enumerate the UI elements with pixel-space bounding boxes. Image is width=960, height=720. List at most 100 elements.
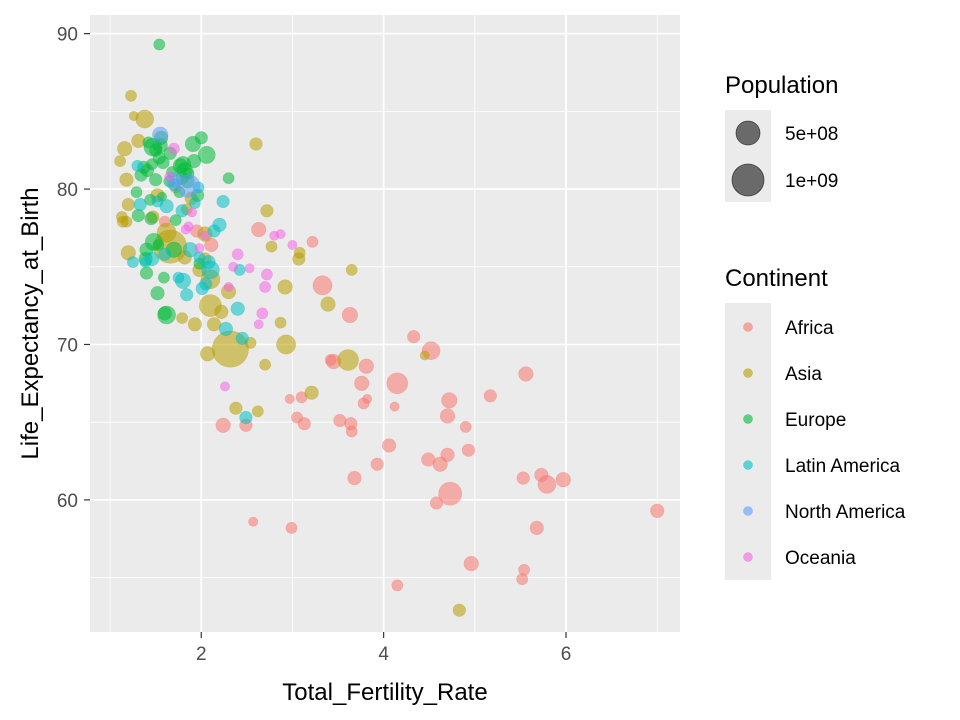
- color-legend-key: [743, 460, 753, 470]
- data-point: [207, 224, 221, 238]
- y-tick-label: 60: [57, 491, 78, 512]
- data-point: [117, 141, 133, 157]
- data-point: [150, 286, 165, 301]
- data-point: [180, 288, 194, 302]
- data-point: [142, 136, 155, 149]
- grid-minor: [90, 15, 680, 632]
- data-point: [555, 472, 571, 488]
- data-point: [169, 214, 182, 226]
- data-point: [320, 296, 336, 312]
- data-point: [341, 306, 359, 324]
- data-point: [358, 358, 374, 374]
- data-point: [249, 137, 263, 151]
- data-point: [153, 38, 166, 51]
- data-point: [260, 204, 274, 218]
- data-point: [463, 555, 479, 572]
- data-point: [256, 307, 269, 320]
- y-tick-label: 90: [57, 25, 78, 46]
- data-point: [197, 145, 216, 164]
- data-point: [439, 408, 456, 424]
- data-point: [131, 159, 144, 172]
- data-point: [139, 266, 154, 280]
- data-point: [529, 520, 544, 536]
- data-point: [269, 230, 280, 241]
- data-point: [144, 212, 158, 226]
- data-point: [116, 211, 128, 223]
- data-point: [292, 252, 306, 266]
- data-point: [157, 306, 172, 321]
- data-point: [180, 224, 191, 235]
- x-axis: 2 4 6: [196, 632, 571, 665]
- data-point: [333, 414, 347, 428]
- data-point: [244, 263, 255, 274]
- data-point: [128, 111, 139, 122]
- y-axis-title: Life_Expectancy_at_Birth: [17, 187, 44, 459]
- x-axis-title: Total_Fertility_Rate: [282, 679, 487, 706]
- data-point: [248, 516, 259, 527]
- data-point: [133, 198, 147, 212]
- data-point: [324, 354, 337, 366]
- data-point: [259, 281, 271, 293]
- data-point: [274, 316, 287, 329]
- data-point: [312, 275, 333, 296]
- data-point: [222, 172, 235, 185]
- data-point: [260, 268, 273, 281]
- size-legend-label: 5e+08: [785, 124, 838, 145]
- data-point: [461, 443, 476, 457]
- data-point: [220, 381, 231, 392]
- size-legend: Population 5e+08 1e+09: [725, 72, 838, 202]
- data-point: [337, 349, 359, 371]
- data-point: [291, 411, 303, 424]
- data-point: [421, 452, 436, 467]
- y-axis: 60 70 80 90: [57, 25, 90, 512]
- color-legend-key: [743, 552, 753, 562]
- data-point: [516, 471, 530, 485]
- data-point: [483, 389, 497, 403]
- data-point: [231, 248, 244, 261]
- data-point: [429, 496, 444, 510]
- data-point: [389, 401, 400, 412]
- data-point: [253, 319, 264, 330]
- data-point: [216, 194, 230, 209]
- data-point: [130, 186, 143, 199]
- data-point: [135, 109, 154, 129]
- color-legend-title: Continent: [725, 265, 828, 292]
- data-point: [121, 198, 135, 212]
- data-point: [218, 321, 233, 337]
- plot-panel: [90, 15, 680, 632]
- data-point: [285, 522, 298, 534]
- data-point: [229, 401, 243, 415]
- color-legend-label: Europe: [785, 410, 846, 431]
- x-tick-label: 4: [378, 644, 389, 665]
- data-point: [265, 240, 278, 253]
- data-point: [131, 208, 145, 223]
- data-point: [152, 126, 169, 143]
- data-point: [187, 207, 198, 218]
- data-point: [223, 281, 234, 292]
- size-legend-label: 1e+09: [785, 171, 838, 192]
- data-point: [200, 346, 216, 362]
- data-point: [452, 603, 466, 617]
- data-points: [114, 38, 665, 617]
- data-point: [230, 301, 245, 316]
- data-point: [194, 243, 205, 254]
- data-point: [459, 420, 472, 433]
- size-legend-key: [735, 120, 761, 146]
- x-tick-label: 2: [196, 644, 207, 665]
- data-point: [151, 195, 164, 208]
- color-legend: Continent Africa Asia Europe Latin America N…: [725, 265, 906, 580]
- x-tick-label: 6: [561, 644, 572, 665]
- data-point: [386, 372, 409, 395]
- data-point: [306, 235, 319, 248]
- data-point: [438, 481, 463, 506]
- data-point: [156, 222, 177, 243]
- data-point: [284, 393, 295, 404]
- color-legend-key: [743, 368, 753, 378]
- data-point: [239, 410, 253, 425]
- color-legend-label: Asia: [785, 364, 822, 385]
- data-point: [382, 438, 397, 453]
- size-legend-title: Population: [725, 72, 838, 99]
- data-point: [139, 256, 152, 268]
- data-point: [125, 89, 137, 102]
- data-point: [516, 573, 529, 586]
